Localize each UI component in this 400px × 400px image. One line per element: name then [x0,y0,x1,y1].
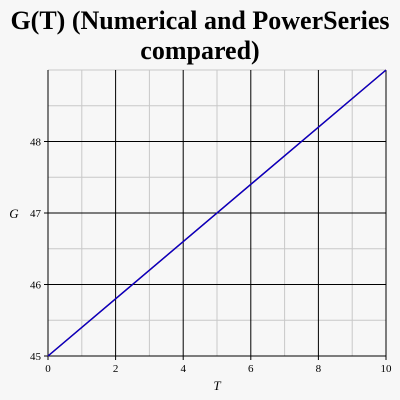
series-line-2 [47,69,387,357]
y-tick-label: 47 [30,208,42,220]
series-group [47,69,387,357]
chart-title-line-2: compared) [140,36,260,65]
y-axis-label: G [9,206,19,221]
y-tick-label: 45 [30,351,42,363]
grid [48,69,387,356]
y-tick-label: 48 [30,137,42,149]
chart-title-line-1: G(T) (Numerical and PowerSeries [10,6,390,35]
x-tick-label: 4 [180,363,186,375]
x-tick-label: 0 [45,363,51,375]
y-tick-label: 46 [30,280,42,292]
x-axis-label: T [213,378,221,393]
x-tick-label: 2 [113,363,119,375]
x-tick-label: 6 [248,363,254,375]
x-tick-label: 10 [381,363,393,375]
x-tick-label: 8 [316,363,322,375]
axes [44,70,387,360]
